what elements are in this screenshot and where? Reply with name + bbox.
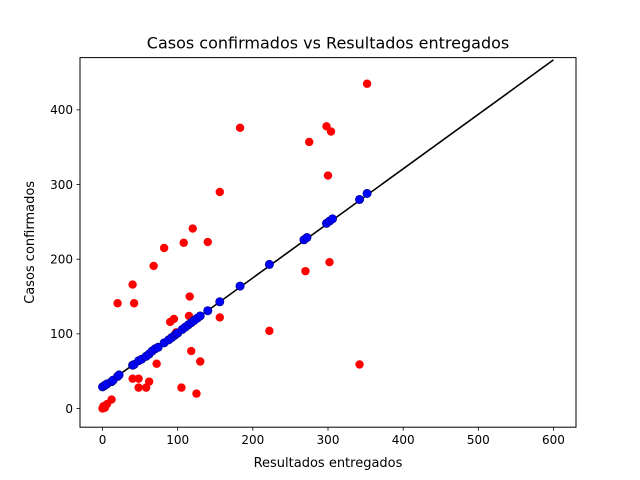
observed-point: [177, 383, 186, 392]
observed-point: [179, 238, 188, 247]
observed-point: [129, 299, 139, 308]
predicted-point: [203, 306, 213, 316]
observed-point: [188, 224, 197, 233]
ticks-layer: 0 100 200 300 400 500 600 0 100 200 300 400: [50, 103, 565, 447]
observed-point: [185, 292, 194, 301]
observed-point: [203, 237, 212, 247]
y-tick-label: 300: [50, 178, 73, 192]
y-tick-label: 400: [50, 103, 73, 117]
predicted-point: [264, 259, 274, 269]
predicted-point: [302, 233, 312, 243]
observed-point: [265, 326, 274, 336]
observed-point: [144, 377, 154, 386]
observed-point: [355, 360, 364, 369]
predicted-point: [215, 297, 225, 307]
observed-point: [169, 314, 179, 324]
observed-point: [149, 261, 158, 271]
observed-point: [305, 137, 314, 147]
predicted-point: [362, 188, 372, 198]
x-tick-label: 200: [241, 433, 264, 447]
observed-point: [152, 359, 161, 368]
observed-point: [134, 374, 143, 383]
predicted-point: [355, 194, 365, 204]
y-tick-label: 0: [65, 402, 73, 416]
observed-point: [113, 299, 122, 308]
predicted-point: [153, 342, 163, 352]
x-tick-label: 400: [392, 433, 415, 447]
observed-point: [326, 127, 336, 136]
x-tick-label: 600: [542, 433, 565, 447]
plot-layer: [98, 59, 554, 413]
y-tick-label: 100: [50, 327, 73, 341]
predicted-point: [328, 214, 338, 224]
x-tick-label: 500: [467, 433, 490, 447]
x-tick-label: 300: [317, 433, 340, 447]
observed-point: [325, 257, 334, 267]
observed-point: [301, 266, 310, 276]
observed-point: [107, 395, 116, 404]
observed-point: [215, 313, 224, 322]
x-tick-label: 0: [99, 433, 107, 447]
observed-point: [196, 357, 205, 366]
y-tick-label: 200: [50, 253, 73, 267]
observed-point: [235, 123, 245, 132]
observed-point: [323, 171, 333, 180]
predicted-point: [114, 370, 124, 380]
observed-point: [192, 389, 201, 398]
observed-point: [187, 346, 196, 356]
observed-point: [134, 383, 143, 392]
chart-title: Casos confirmados vs Resultados entregad…: [147, 34, 509, 53]
observed-point: [128, 374, 137, 383]
y-axis-label: Casos confirmados: [23, 181, 38, 304]
observed-point: [215, 187, 224, 197]
observed-point: [362, 79, 372, 88]
observed-point: [128, 280, 137, 289]
x-axis-label: Resultados entregados: [254, 456, 403, 471]
predicted-point: [235, 281, 245, 291]
observed-point: [159, 243, 169, 253]
observed-point: [99, 402, 108, 411]
x-tick-label: 100: [166, 433, 189, 447]
predicted-point: [195, 311, 205, 321]
